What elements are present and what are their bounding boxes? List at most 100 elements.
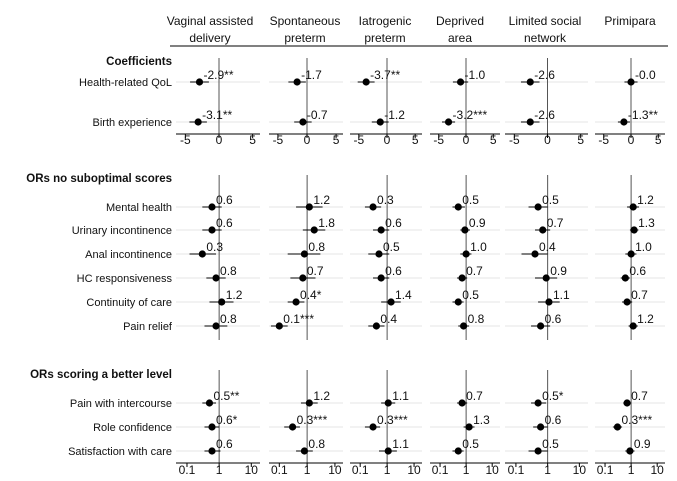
value-label: 1.0: [635, 240, 652, 254]
value-label: 1.2: [313, 193, 330, 207]
x-tick-label: 0.1: [432, 463, 449, 477]
x-tick-label: 1: [304, 463, 311, 477]
x-tick-label: 0.1: [508, 463, 525, 477]
x-tick-label: 5: [655, 133, 662, 147]
estimate-point: [534, 203, 542, 211]
column-header-line2: preterm: [284, 31, 325, 45]
column-header-line1: Deprived: [436, 14, 484, 28]
value-label: 1.1: [553, 288, 570, 302]
value-label: 1.0: [470, 240, 487, 254]
x-tick-label: 5: [577, 133, 584, 147]
x-tick-label: -5: [433, 133, 444, 147]
estimate-point: [629, 322, 637, 330]
x-tick-label: 10: [245, 463, 259, 477]
value-label: 1.3: [473, 413, 490, 427]
value-label: 0.5: [542, 193, 559, 207]
estimate-point: [208, 203, 216, 211]
estimate-point: [537, 322, 545, 330]
estimate-point: [218, 298, 226, 306]
value-label: -0.0: [635, 68, 656, 82]
estimate-point: [195, 78, 204, 86]
value-label: 0.6*: [216, 413, 238, 427]
estimate-point: [458, 274, 466, 282]
x-tick-label: 0: [304, 133, 311, 147]
estimate-point: [630, 226, 638, 234]
value-label: 1.1: [392, 389, 409, 403]
value-label: 1.2: [313, 389, 330, 403]
x-tick-label: 5: [490, 133, 497, 147]
estimate-point: [542, 274, 550, 282]
x-tick-label: 10: [486, 463, 500, 477]
estimate-point: [305, 399, 313, 407]
row-label: Health-related QoL: [79, 77, 172, 89]
value-label: -3.2***: [453, 108, 488, 122]
value-label: 0.9: [634, 437, 651, 451]
row-label: Pain with intercourse: [70, 398, 172, 410]
estimate-point: [539, 226, 547, 234]
x-tick-label: 0: [463, 133, 470, 147]
x-tick-label: 10: [651, 463, 665, 477]
estimate-point: [626, 447, 634, 455]
estimate-point: [531, 250, 539, 258]
estimate-point: [299, 274, 307, 282]
value-label: 0.3***: [377, 413, 408, 427]
column-header-line1: Limited social: [509, 14, 582, 28]
value-label: 1.8: [318, 216, 335, 230]
value-label: 1.4: [395, 288, 412, 302]
estimate-point: [456, 78, 465, 86]
value-label: 0.3***: [621, 413, 652, 427]
column-header-line1: Spontaneous: [270, 14, 341, 28]
estimate-point: [372, 322, 380, 330]
value-label: 0.5: [462, 437, 479, 451]
x-tick-label: 1: [544, 463, 551, 477]
estimate-point: [627, 78, 635, 86]
estimate-point: [205, 399, 214, 407]
value-label: 0.8: [220, 312, 237, 326]
estimate-point: [444, 118, 453, 126]
estimate-point: [537, 423, 545, 431]
value-label: 0.6: [385, 216, 402, 230]
estimate-point: [629, 203, 637, 211]
column-header-line2: preterm: [364, 31, 405, 45]
value-label: 1.3: [638, 216, 655, 230]
row-label: Anal incontinence: [85, 249, 172, 261]
x-tick-label: 0: [384, 133, 391, 147]
estimate-point: [377, 226, 385, 234]
column-header-line2: area: [448, 31, 472, 45]
estimate-point: [208, 226, 216, 234]
estimate-point: [526, 78, 534, 86]
value-label: 0.6: [385, 264, 402, 278]
value-label: 0.5**: [213, 389, 239, 403]
value-label: 0.7: [307, 264, 324, 278]
x-tick-label: 0.1: [271, 463, 288, 477]
estimate-point: [194, 118, 202, 126]
x-tick-label: 10: [328, 463, 342, 477]
value-label: 0.8: [308, 437, 325, 451]
x-tick-label: 0.1: [179, 463, 196, 477]
estimate-point: [454, 447, 462, 455]
estimate-point: [623, 399, 631, 407]
estimate-point: [384, 399, 392, 407]
estimate-point: [461, 226, 469, 234]
estimate-point: [362, 78, 370, 86]
estimate-point: [376, 118, 384, 126]
estimate-point: [534, 447, 542, 455]
estimate-point: [545, 298, 553, 306]
value-label: -2.6: [534, 68, 555, 82]
value-label: 0.6: [216, 216, 233, 230]
row-label: Mental health: [106, 202, 172, 214]
column-header-line1: Iatrogenic: [359, 14, 412, 28]
estimate-point: [627, 250, 635, 258]
value-label: -3.7**: [370, 68, 400, 82]
estimate-point: [377, 274, 385, 282]
estimate-point: [465, 423, 473, 431]
value-label: 0.5: [542, 437, 559, 451]
row-label: Pain relief: [123, 321, 173, 333]
value-label: 0.7: [547, 216, 564, 230]
value-label: 0.7: [631, 288, 648, 302]
value-label: 0.6: [545, 312, 562, 326]
estimate-point: [458, 399, 466, 407]
value-label: 0.6: [545, 413, 562, 427]
estimate-point: [384, 447, 392, 455]
